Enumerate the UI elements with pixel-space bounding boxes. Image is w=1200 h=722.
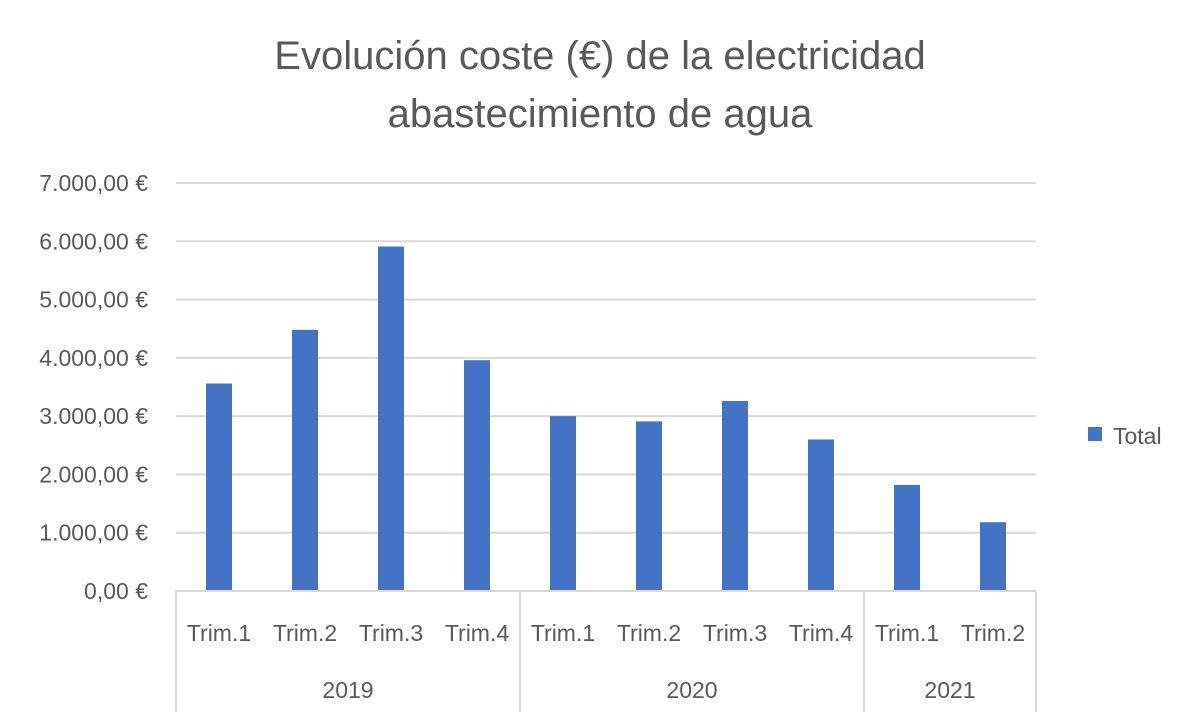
- bar: [808, 439, 834, 591]
- y-tick-label: 2.000,00 €: [39, 461, 148, 487]
- x-tick-label: Trim.3: [359, 620, 423, 646]
- x-tick-label: Trim.3: [703, 620, 767, 646]
- x-tick-label: Trim.1: [531, 620, 595, 646]
- bar: [550, 416, 576, 591]
- y-tick-label: 7.000,00 €: [39, 170, 148, 196]
- chart-title-line-1: Evolución coste (€) de la electricidad: [274, 34, 926, 78]
- y-tick-label: 4.000,00 €: [39, 345, 148, 371]
- x-group-label: 2021: [924, 677, 975, 703]
- chart-title-line-2: abastecimiento de agua: [387, 92, 813, 136]
- legend-label: Total: [1113, 423, 1162, 449]
- x-tick-label: Trim.4: [445, 620, 510, 646]
- legend-swatch: [1088, 427, 1102, 441]
- x-group-label: 2020: [666, 677, 717, 703]
- x-tick-label: Trim.2: [617, 620, 681, 646]
- bar: [378, 246, 404, 591]
- bar: [636, 421, 662, 591]
- bar: [206, 383, 232, 591]
- x-tick-label: Trim.1: [187, 620, 251, 646]
- bar: [980, 522, 1006, 591]
- y-tick-label: 6.000,00 €: [39, 228, 148, 254]
- y-tick-label: 5.000,00 €: [39, 287, 148, 313]
- x-tick-label: Trim.4: [789, 620, 854, 646]
- x-tick-label: Trim.1: [875, 620, 939, 646]
- y-tick-label: 1.000,00 €: [39, 520, 148, 546]
- y-tick-label: 3.000,00 €: [39, 403, 148, 429]
- bar: [292, 329, 318, 591]
- x-tick-label: Trim.2: [961, 620, 1025, 646]
- bar: [722, 400, 748, 591]
- x-group-label: 2019: [322, 677, 373, 703]
- x-tick-label: Trim.2: [273, 620, 337, 646]
- bar: [464, 360, 490, 591]
- y-tick-label: 0,00 €: [84, 578, 148, 604]
- bar: [894, 484, 920, 591]
